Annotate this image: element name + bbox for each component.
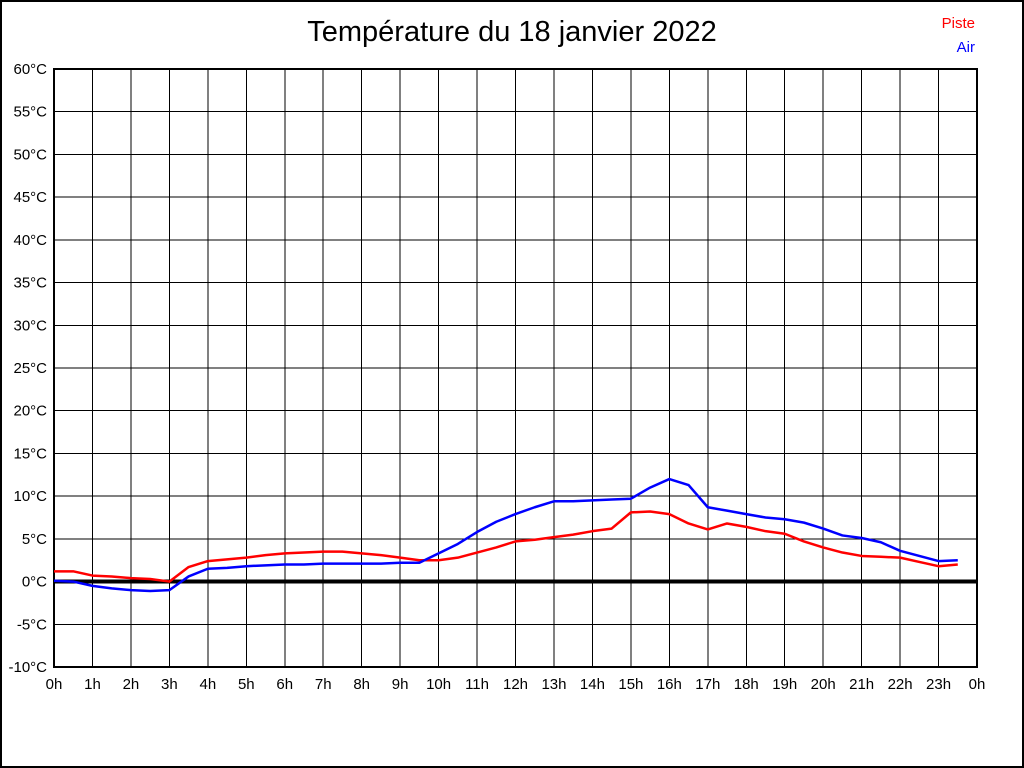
x-axis-tick-label: 0h [969,676,986,693]
x-axis-tick-label: 5h [238,676,255,693]
legend-item-piste: Piste [942,12,975,36]
y-axis-tick-label: -10°C [8,659,47,676]
x-axis-tick-label: 23h [926,676,951,693]
y-axis-tick-label: 40°C [13,232,47,249]
y-axis-tick-label: 20°C [13,403,47,420]
x-axis-tick-label: 13h [541,676,566,693]
x-axis-tick-label: 11h [465,676,489,693]
chart-title: Température du 18 janvier 2022 [307,16,717,48]
x-axis-tick-label: 0h [46,676,63,693]
x-axis-tick-label: 17h [695,676,720,693]
series-line-piste [54,510,958,583]
y-axis-tick-label: 30°C [13,317,47,334]
y-axis-tick-label: 10°C [13,488,47,505]
plot-border [53,68,978,668]
x-axis-tick-label: 14h [580,676,605,693]
x-axis-tick-label: 18h [734,676,759,693]
y-axis-tick-label: 35°C [13,275,47,292]
y-axis-tick-label: 55°C [13,104,47,121]
x-axis-tick-label: 19h [772,676,797,693]
y-axis-tick-label: 0°C [22,574,47,591]
y-axis-tick-label: 25°C [13,360,47,377]
x-axis-tick-label: 21h [849,676,874,693]
y-axis-tick-label: 45°C [13,189,47,206]
x-axis-tick-label: 8h [353,676,370,693]
y-axis-tick-label: 60°C [13,61,47,78]
x-axis-tick-label: 6h [276,676,293,693]
x-axis-tick-label: 3h [161,676,178,693]
legend: Piste Air [942,12,975,60]
x-axis-tick-label: 10h [426,676,451,693]
x-axis-tick-label: 4h [199,676,216,693]
x-axis-tick-label: 2h [123,676,140,693]
x-axis-tick-label: 16h [657,676,682,693]
x-axis-tick-label: 9h [392,676,409,693]
y-axis-tick-label: 5°C [22,531,47,548]
x-axis-tick-label: 1h [84,676,101,693]
y-axis-tick-label: 15°C [13,445,47,462]
series-line-air [53,477,958,593]
x-axis-tick-label: 7h [315,676,332,693]
x-axis-tick-label: 15h [618,676,643,693]
x-axis-tick-label: 12h [503,676,528,693]
x-axis-tick-label: 22h [888,676,913,693]
x-axis-tick-label: 20h [811,676,836,693]
legend-piste-label: Piste [941,15,975,32]
y-axis-tick-label: -5°C [17,616,47,633]
legend-air-label: Air [956,39,975,56]
legend-item-air: Air [942,36,975,60]
y-axis-tick-label: 50°C [13,146,47,163]
